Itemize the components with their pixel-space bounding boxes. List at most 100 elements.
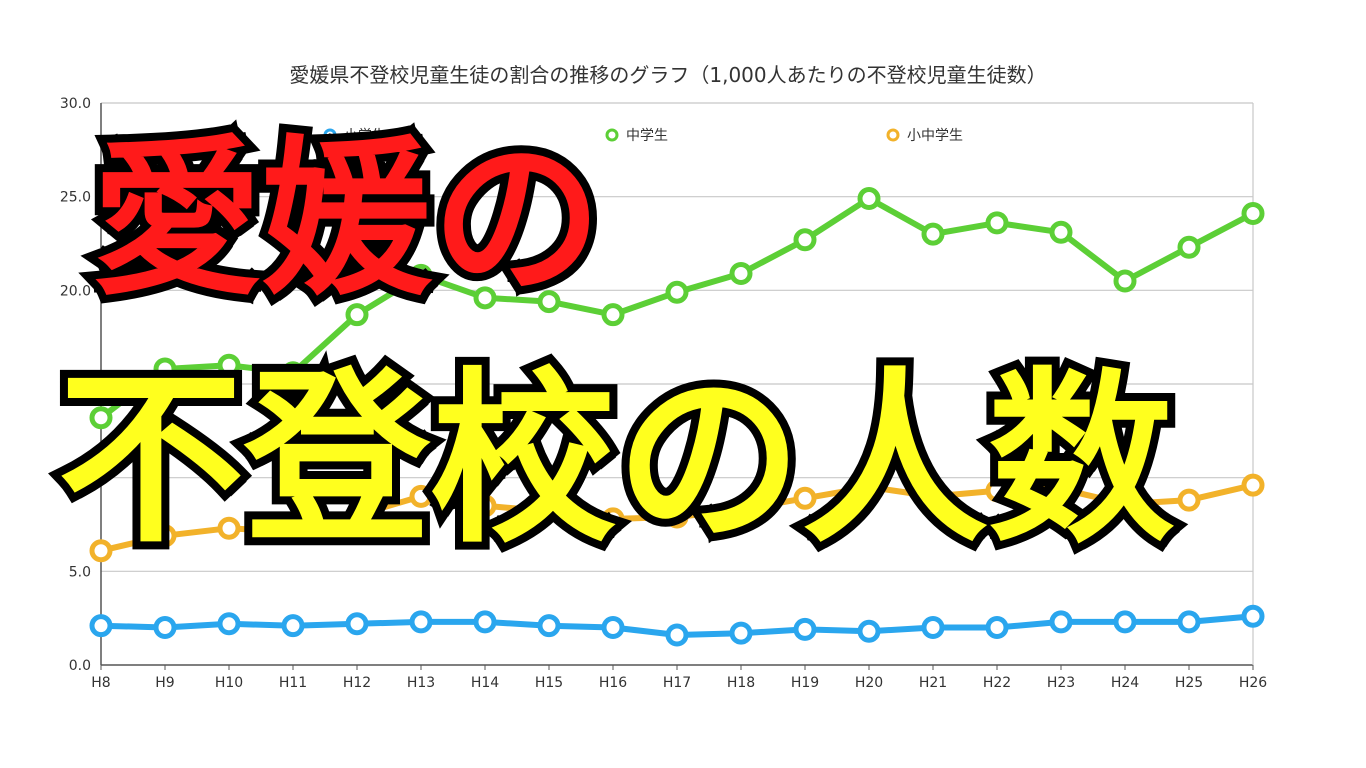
data-point — [537, 290, 561, 314]
legend-marker — [886, 128, 900, 142]
data-point — [345, 503, 369, 527]
legend-item: 小学生 — [323, 128, 386, 144]
data-point — [601, 303, 625, 327]
y-tick-label: 30.0 — [60, 96, 91, 112]
data-point — [153, 524, 177, 548]
y-tick-label: 5.0 — [69, 564, 91, 580]
x-tick-label: H16 — [599, 675, 627, 691]
y-tick-label: 25.0 — [60, 190, 91, 206]
legend-item: 中学生 — [605, 128, 668, 144]
data-point — [1177, 610, 1201, 634]
data-point — [857, 619, 881, 643]
x-tick-label: H10 — [215, 675, 243, 691]
data-point — [281, 614, 305, 638]
data-point — [793, 486, 817, 510]
x-tick-label: H13 — [407, 675, 435, 691]
series-2 — [89, 473, 1265, 563]
data-point — [1113, 269, 1137, 293]
data-point — [665, 623, 689, 647]
data-point — [729, 261, 753, 285]
overlay-headline-ehime: 愛媛の — [84, 113, 610, 327]
data-point — [729, 621, 753, 645]
data-point — [1049, 610, 1073, 634]
data-point — [473, 610, 497, 634]
data-point — [601, 507, 625, 531]
data-point — [473, 494, 497, 518]
data-point — [1113, 610, 1137, 634]
legend-item: 小中学生 — [886, 128, 963, 144]
data-point — [857, 187, 881, 211]
chart-title: 愛媛県不登校児童生徒の割合の推移のグラフ（1,000人あたりの不登校児童生徒数） — [289, 63, 1046, 87]
x-tick-label: H8 — [91, 675, 110, 691]
data-point — [217, 516, 241, 540]
legend-marker — [323, 128, 337, 142]
legend-marker — [605, 128, 619, 142]
legend-label: 中学生 — [626, 128, 668, 144]
data-point — [153, 357, 177, 381]
data-point — [985, 479, 1009, 503]
data-point — [1177, 488, 1201, 512]
x-tick-label: H17 — [663, 675, 691, 691]
y-axis-ticks: 0.0 5.0 10.0 15.0 20.0 25.0 30.0 — [60, 96, 91, 674]
x-tick-label: H26 — [1239, 675, 1267, 691]
x-axis-ticks: H8 H9 H10 H11 H12 H13 H14 H15 H16 H17 H18 H19 H20 H21… — [91, 665, 1267, 691]
x-tick-label: H20 — [855, 675, 883, 691]
data-point — [1241, 202, 1265, 226]
data-point — [729, 498, 753, 522]
overlay-headline-futoko: 不登校の人数 — [50, 347, 1182, 573]
data-point — [921, 222, 945, 246]
x-tick-label: H15 — [535, 675, 563, 691]
x-tick-label: H23 — [1047, 675, 1075, 691]
data-point — [409, 263, 433, 287]
x-tick-label: H21 — [919, 675, 947, 691]
data-point — [473, 286, 497, 310]
data-point — [985, 616, 1009, 640]
x-tick-label: H11 — [279, 675, 307, 691]
data-point — [345, 303, 369, 327]
data-point — [1241, 473, 1265, 497]
data-point — [1177, 235, 1201, 259]
data-point — [217, 353, 241, 377]
data-point — [921, 616, 945, 640]
data-point — [665, 505, 689, 529]
data-point — [153, 616, 177, 640]
data-point — [1049, 220, 1073, 244]
data-point — [793, 617, 817, 641]
y-tick-label: 20.0 — [60, 283, 91, 299]
data-point — [601, 616, 625, 640]
data-point — [921, 484, 945, 508]
data-point — [793, 228, 817, 252]
y-tick-label: 15.0 — [60, 377, 91, 393]
x-tick-label: H14 — [471, 675, 499, 691]
x-tick-label: H19 — [791, 675, 819, 691]
data-point — [89, 406, 113, 430]
legend-label: 小中学生 — [907, 128, 963, 144]
x-tick-label: H9 — [155, 675, 174, 691]
data-point — [537, 499, 561, 523]
data-point — [1113, 492, 1137, 516]
data-point — [281, 520, 305, 544]
x-tick-label: H22 — [983, 675, 1011, 691]
data-point — [1241, 604, 1265, 628]
series-lines — [89, 187, 1265, 647]
y-tick-label: 0.0 — [69, 658, 91, 674]
data-point — [409, 610, 433, 634]
legend: 小学生 中学生 小中学生 — [323, 128, 963, 144]
data-point — [281, 361, 305, 385]
data-point — [857, 475, 881, 499]
data-point — [1049, 477, 1073, 501]
data-point — [985, 211, 1009, 235]
x-tick-label: H25 — [1175, 675, 1203, 691]
series-0 — [89, 604, 1265, 647]
data-point — [665, 280, 689, 304]
data-point — [217, 612, 241, 636]
data-point — [409, 484, 433, 508]
data-point — [345, 612, 369, 636]
series-1 — [89, 187, 1265, 430]
data-point — [537, 614, 561, 638]
x-tick-label: H12 — [343, 675, 371, 691]
legend-label: 小学生 — [344, 128, 386, 144]
data-point — [89, 614, 113, 638]
data-point — [89, 539, 113, 563]
